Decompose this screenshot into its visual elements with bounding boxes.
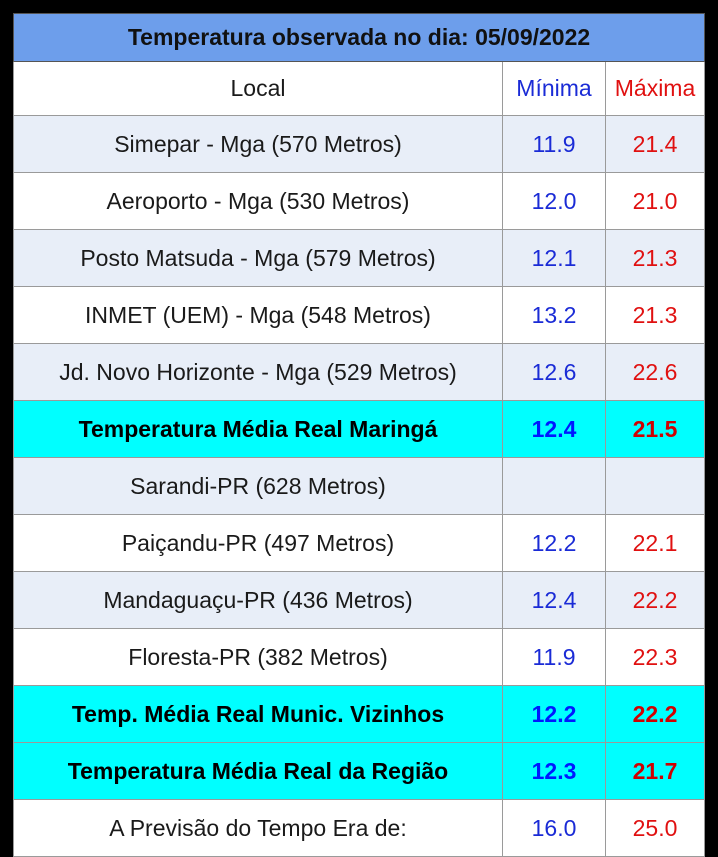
row-local: Mandaguaçu-PR (436 Metros) [13,571,503,629]
row-local: Floresta-PR (382 Metros) [13,628,503,686]
header-local: Local [13,61,503,116]
table-title: Temperatura observada no dia: 05/09/2022 [12,13,706,62]
table-row-average: Temperatura Média Real da Região 12.3 21… [13,742,706,800]
row-local: Temp. Média Real Munic. Vizinhos [13,685,503,743]
header-min: Mínima [502,61,606,116]
row-max: 21.3 [604,229,706,287]
row-local: Simepar - Mga (570 Metros) [13,115,503,173]
row-max: 21.3 [604,286,706,344]
table-row-forecast: A Previsão do Tempo Era de: 16.0 25.0 [13,799,706,857]
row-max: 22.2 [604,685,706,743]
row-local: Temperatura Média Real Maringá [13,400,503,458]
row-max: 21.7 [604,742,706,800]
table-row: Posto Matsuda - Mga (579 Metros) 12.1 21… [13,229,706,287]
row-local: Paiçandu-PR (497 Metros) [13,514,503,572]
row-local: A Previsão do Tempo Era de: [13,799,503,857]
row-max: 21.0 [604,172,706,230]
row-min: 11.9 [502,628,606,686]
row-min: 13.2 [502,286,606,344]
row-max: 22.2 [604,571,706,629]
table-row: Jd. Novo Horizonte - Mga (529 Metros) 12… [13,343,706,401]
row-min [502,457,606,515]
row-max: 21.5 [604,400,706,458]
row-max: 21.4 [604,115,706,173]
row-local: Aeroporto - Mga (530 Metros) [13,172,503,230]
table-row: Simepar - Mga (570 Metros) 11.9 21.4 [13,115,706,173]
row-local: Temperatura Média Real da Região [13,742,503,800]
table-row: INMET (UEM) - Mga (548 Metros) 13.2 21.3 [13,286,706,344]
table-row-average: Temperatura Média Real Maringá 12.4 21.5 [13,400,706,458]
table-row: Mandaguaçu-PR (436 Metros) 12.4 22.2 [13,571,706,629]
table-row: Sarandi-PR (628 Metros) [13,457,706,515]
row-min: 12.4 [502,400,606,458]
row-min: 12.2 [502,514,606,572]
table-row-average: Temp. Média Real Munic. Vizinhos 12.2 22… [13,685,706,743]
row-min: 12.1 [502,229,606,287]
row-min: 12.4 [502,571,606,629]
row-max [604,457,706,515]
header-max: Máxima [604,61,706,116]
row-min: 12.0 [502,172,606,230]
temperature-table: Temperatura observada no dia: 05/09/2022… [12,13,706,857]
table-row: Paiçandu-PR (497 Metros) 12.2 22.1 [13,514,706,572]
row-local: INMET (UEM) - Mga (548 Metros) [13,286,503,344]
temperature-table-panel: Temperatura observada no dia: 05/09/2022… [12,13,706,857]
row-min: 12.2 [502,685,606,743]
table-row: Aeroporto - Mga (530 Metros) 12.0 21.0 [13,172,706,230]
row-max: 22.6 [604,343,706,401]
table-header-row: Local Mínima Máxima [13,61,706,116]
row-min: 12.6 [502,343,606,401]
row-local: Sarandi-PR (628 Metros) [13,457,503,515]
row-local: Posto Matsuda - Mga (579 Metros) [13,229,503,287]
row-min: 11.9 [502,115,606,173]
row-max: 22.3 [604,628,706,686]
table-row: Floresta-PR (382 Metros) 11.9 22.3 [13,628,706,686]
table-title-row: Temperatura observada no dia: 05/09/2022 [12,13,706,62]
row-local: Jd. Novo Horizonte - Mga (529 Metros) [13,343,503,401]
row-min: 12.3 [502,742,606,800]
row-max: 22.1 [604,514,706,572]
